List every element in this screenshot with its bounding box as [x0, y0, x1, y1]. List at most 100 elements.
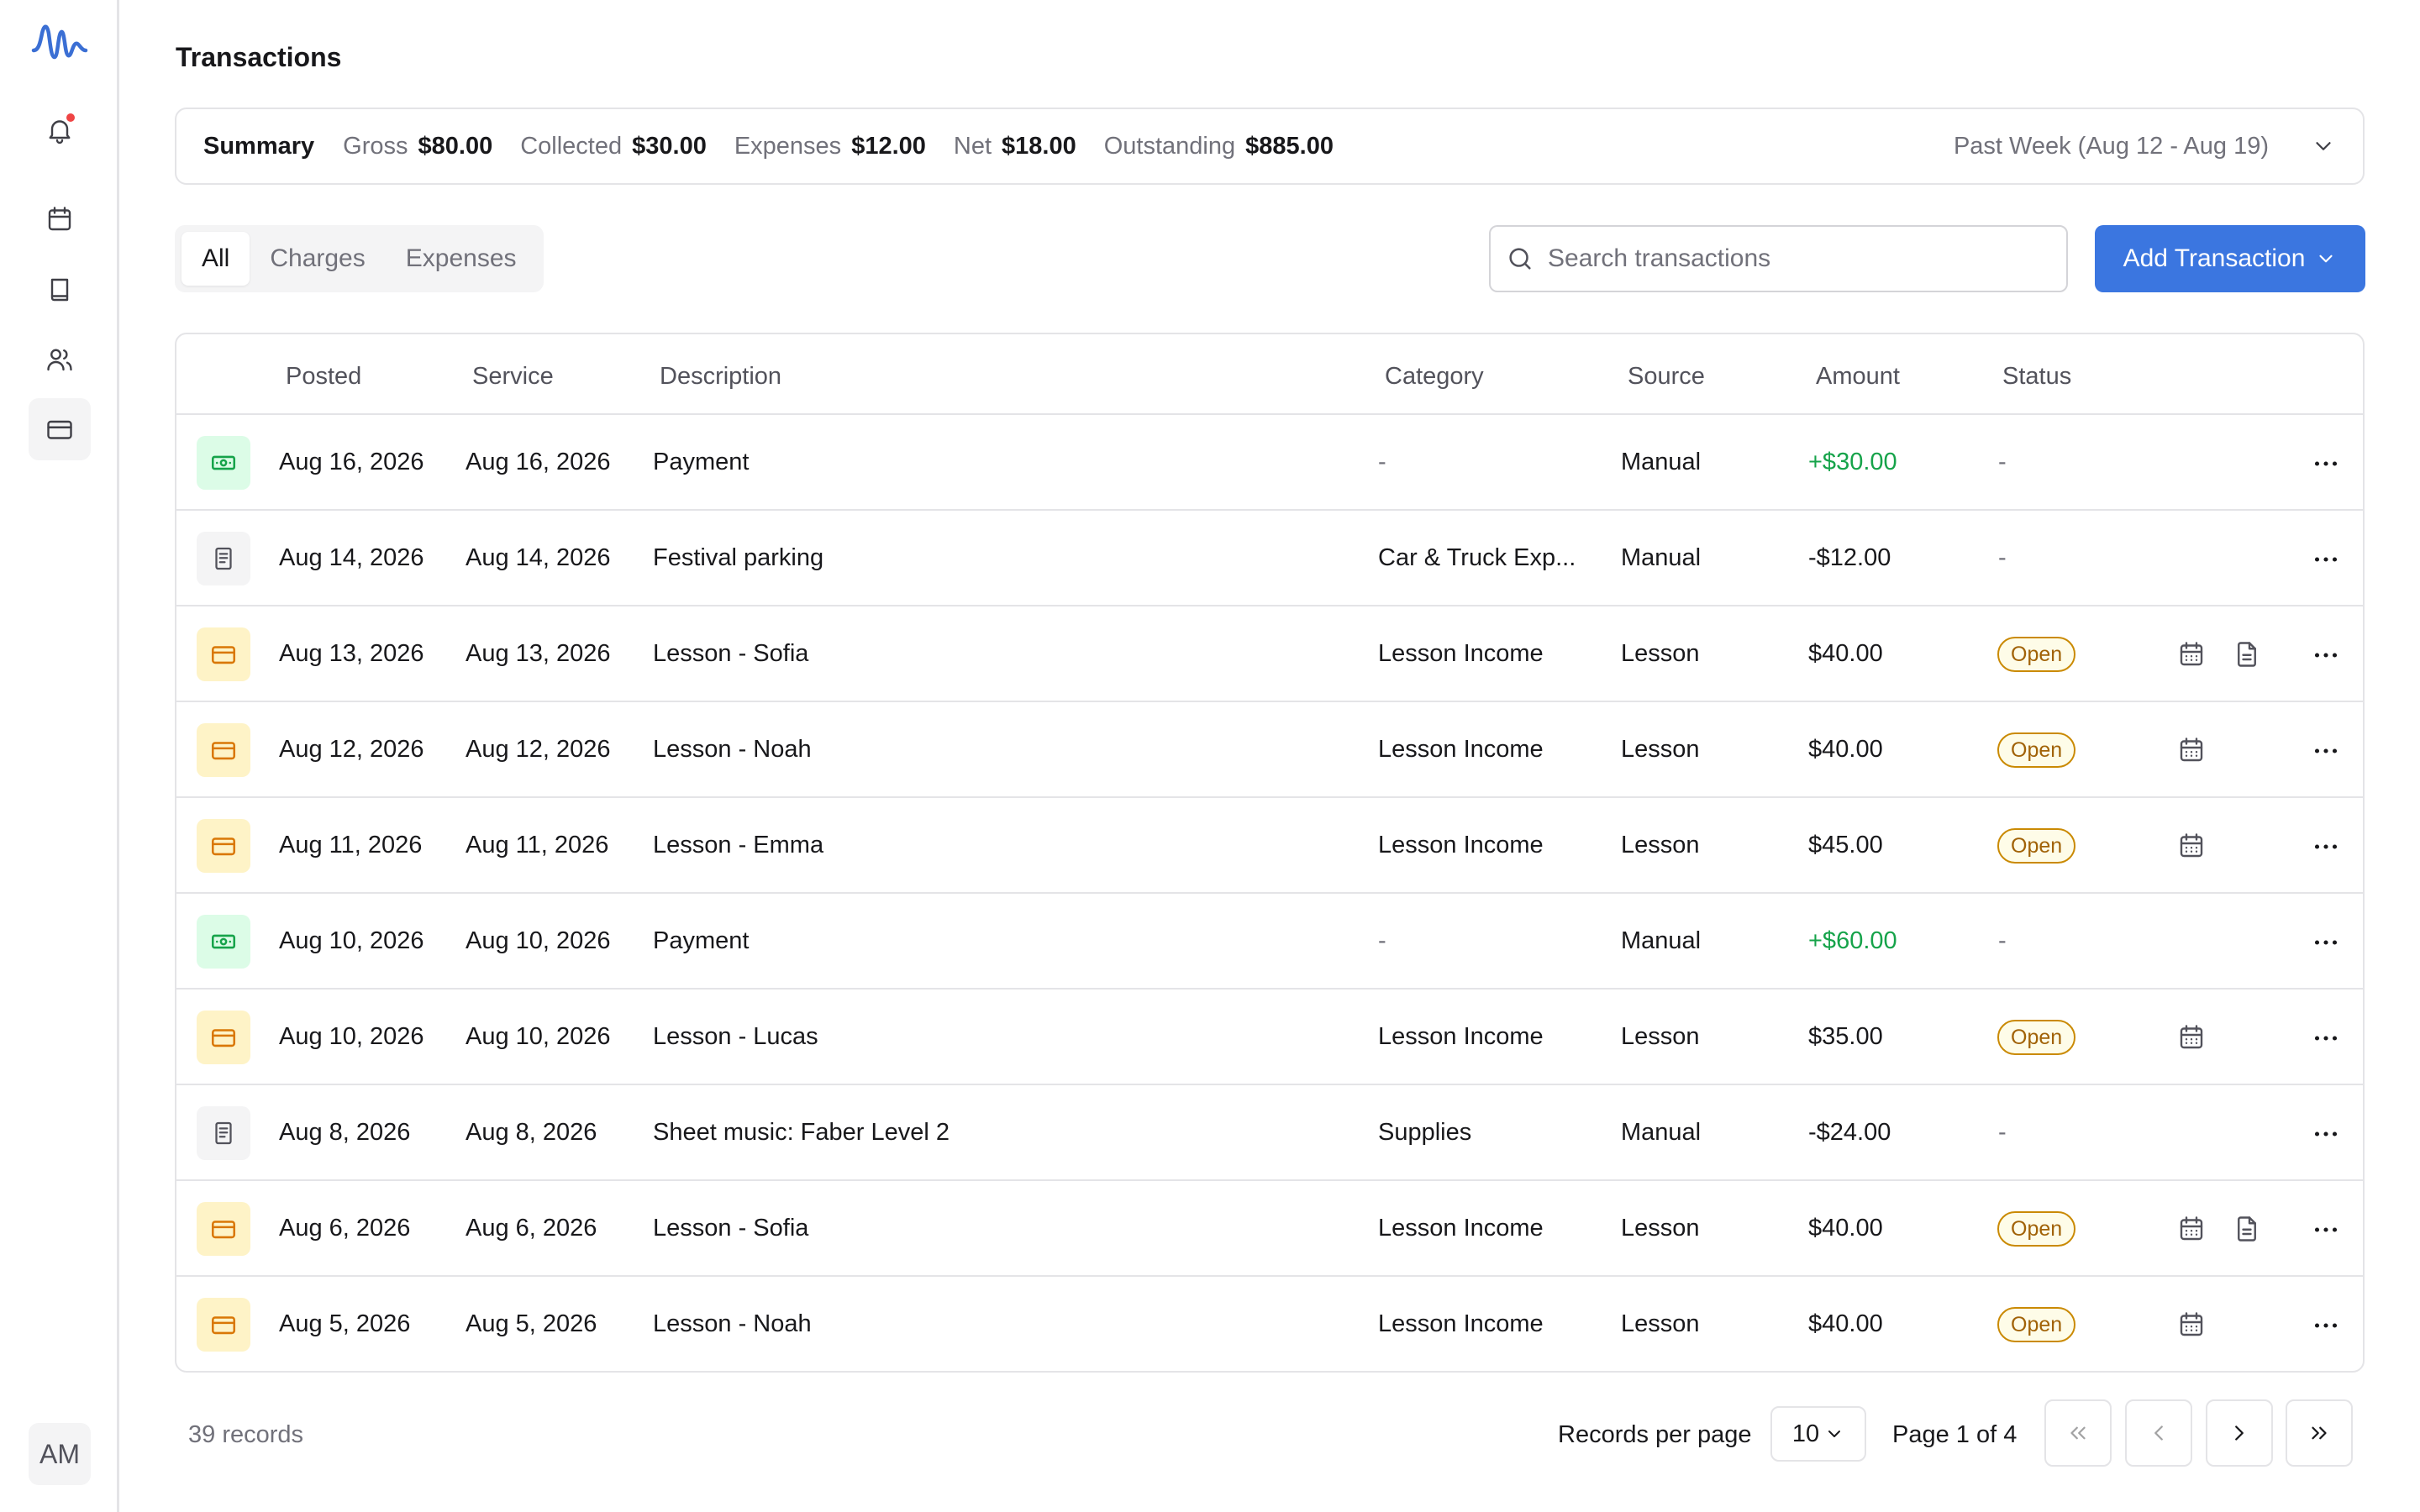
- sidebar-item-book[interactable]: [29, 259, 91, 321]
- status-text: -: [1998, 1119, 2007, 1146]
- source: Manual: [1621, 927, 1702, 954]
- last-page-button[interactable]: [2286, 1399, 2353, 1467]
- amount: +$30.00: [1808, 449, 1897, 475]
- status-badge: Open: [1997, 828, 2076, 864]
- sidebar: AM: [0, 0, 119, 1512]
- calendar-icon[interactable]: [2176, 735, 2207, 765]
- posted-date: Aug 14, 2026: [279, 544, 424, 571]
- posted-date: Aug 13, 2026: [279, 640, 424, 667]
- document-icon[interactable]: [2232, 639, 2262, 669]
- source: Manual: [1621, 1119, 1702, 1146]
- more-actions-icon[interactable]: [2311, 1310, 2341, 1341]
- receipt-icon: [197, 532, 250, 585]
- chevron-down-icon: [2319, 255, 2333, 263]
- column-header-description[interactable]: Description: [660, 363, 782, 390]
- more-actions-icon[interactable]: [2311, 1023, 2341, 1053]
- add-transaction-button[interactable]: Add Transaction: [2095, 225, 2365, 292]
- tab-all[interactable]: All: [182, 232, 250, 286]
- document-icon[interactable]: [2232, 1214, 2262, 1244]
- metric-label: Outstanding: [1103, 132, 1236, 160]
- more-actions-icon[interactable]: [2311, 449, 2341, 479]
- service-date: Aug 12, 2026: [466, 736, 611, 763]
- metric-value: $80.00: [418, 132, 493, 160]
- table-row[interactable]: Aug 14, 2026 Aug 14, 2026 Festival parking…: [176, 511, 2363, 606]
- column-header-posted[interactable]: Posted: [286, 363, 362, 390]
- users-icon: [47, 349, 72, 371]
- table-row[interactable]: Aug 10, 2026 Aug 10, 2026 Lesson - Lucas Le…: [176, 990, 2363, 1085]
- description: Payment: [653, 927, 750, 954]
- sidebar-item-calendar[interactable]: [29, 188, 91, 250]
- more-actions-icon[interactable]: [2311, 544, 2341, 575]
- table-row[interactable]: Aug 5, 2026 Aug 5, 2026 Lesson - Noah Lesso…: [176, 1277, 2363, 1371]
- sidebar-item-notifications[interactable]: [29, 99, 91, 161]
- category: -: [1378, 449, 1386, 475]
- table-row[interactable]: Aug 8, 2026 Aug 8, 2026 Sheet music: Faber…: [176, 1085, 2363, 1181]
- column-header-status[interactable]: Status: [2002, 363, 2072, 390]
- calendar-icon[interactable]: [2176, 1022, 2207, 1053]
- metric-gross: Gross $80.00: [343, 133, 492, 160]
- table-row[interactable]: Aug 12, 2026 Aug 12, 2026 Lesson - Noah Les…: [176, 702, 2363, 798]
- credit-card-icon: [197, 1298, 250, 1352]
- more-actions-icon[interactable]: [2311, 832, 2341, 862]
- credit-card-icon: [197, 1202, 250, 1256]
- column-header-source[interactable]: Source: [1628, 363, 1705, 390]
- sidebar-item-transactions[interactable]: [29, 398, 91, 460]
- tab-charges[interactable]: Charges: [270, 244, 366, 272]
- logo-icon[interactable]: [29, 17, 91, 71]
- next-page-button[interactable]: [2206, 1399, 2273, 1467]
- more-actions-icon[interactable]: [2311, 736, 2341, 766]
- source: Manual: [1621, 449, 1702, 475]
- posted-date: Aug 11, 2026: [279, 832, 423, 858]
- column-header-service[interactable]: Service: [472, 363, 554, 390]
- metric-outstanding: Outstanding $885.00: [1104, 133, 1334, 160]
- records-per-page-select[interactable]: 10: [1770, 1406, 1866, 1462]
- table-row[interactable]: Aug 10, 2026 Aug 10, 2026 Payment - Manual +$…: [176, 894, 2363, 990]
- avatar[interactable]: AM: [29, 1423, 91, 1485]
- table-row[interactable]: Aug 13, 2026 Aug 13, 2026 Lesson - Sofia Le…: [176, 606, 2363, 702]
- previous-page-button[interactable]: [2125, 1399, 2192, 1467]
- records-per-page-label: Records per page: [1558, 1421, 1752, 1448]
- records-per-page-value: 10: [1791, 1420, 1820, 1447]
- date-range-dropdown[interactable]: Past Week (Aug 12 - Aug 19): [1954, 133, 2336, 160]
- first-page-button[interactable]: [2044, 1399, 2112, 1467]
- calendar-icon[interactable]: [2176, 1310, 2207, 1340]
- more-actions-icon[interactable]: [2311, 640, 2341, 670]
- add-transaction-label: Add Transaction: [2123, 244, 2306, 272]
- search-box: [1489, 225, 2068, 292]
- search-input[interactable]: [1548, 244, 2052, 273]
- chevron-left-icon: [2154, 1425, 2163, 1441]
- posted-date: Aug 16, 2026: [279, 449, 424, 475]
- source: Lesson: [1621, 640, 1700, 667]
- status-badge: Open: [1997, 1307, 2076, 1342]
- page-title: Transactions: [176, 42, 342, 72]
- chevrons-left-icon: [2070, 1426, 2086, 1440]
- tab-expenses[interactable]: Expenses: [405, 244, 517, 272]
- credit-card-icon: [197, 1011, 250, 1064]
- book-icon: [50, 278, 69, 302]
- more-actions-icon[interactable]: [2311, 1119, 2341, 1149]
- credit-card-icon: [197, 627, 250, 681]
- posted-date: Aug 10, 2026: [279, 1023, 424, 1050]
- sidebar-item-students[interactable]: [29, 328, 91, 391]
- table-row[interactable]: Aug 16, 2026 Aug 16, 2026 Payment - Manual +$…: [176, 415, 2363, 511]
- description: Payment: [653, 449, 750, 475]
- more-actions-icon[interactable]: [2311, 1215, 2341, 1245]
- description: Lesson - Noah: [653, 736, 812, 763]
- more-actions-icon[interactable]: [2311, 927, 2341, 958]
- calendar-icon: [48, 207, 71, 231]
- table-row[interactable]: Aug 6, 2026 Aug 6, 2026 Lesson - Sofia Less…: [176, 1181, 2363, 1277]
- status-text: -: [1998, 544, 2007, 571]
- table-row[interactable]: Aug 11, 2026 Aug 11, 2026 Lesson - Emma Les…: [176, 798, 2363, 894]
- column-header-amount[interactable]: Amount: [1816, 363, 1900, 390]
- calendar-icon[interactable]: [2176, 1214, 2207, 1244]
- amount: -$12.00: [1808, 544, 1891, 571]
- column-header-category[interactable]: Category: [1385, 363, 1484, 390]
- calendar-icon[interactable]: [2176, 639, 2207, 669]
- status-text: -: [1998, 449, 2007, 475]
- service-date: Aug 8, 2026: [466, 1119, 597, 1146]
- category: -: [1378, 927, 1386, 954]
- calendar-icon[interactable]: [2176, 831, 2207, 861]
- chevron-down-icon: [1828, 1431, 1841, 1437]
- service-date: Aug 14, 2026: [466, 544, 611, 571]
- category: Lesson Income: [1378, 1023, 1544, 1050]
